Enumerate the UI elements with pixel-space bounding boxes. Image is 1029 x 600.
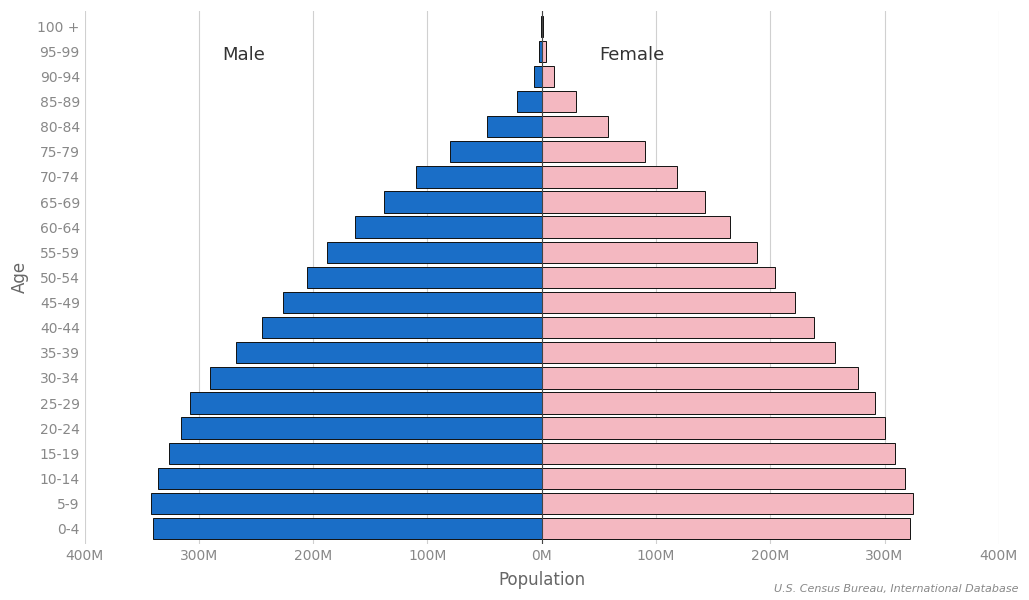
Bar <box>541 191 705 213</box>
Bar <box>541 367 858 389</box>
Bar <box>236 342 541 364</box>
Bar <box>261 317 541 338</box>
Y-axis label: Age: Age <box>11 262 29 293</box>
X-axis label: Population: Population <box>498 571 586 589</box>
Bar <box>284 292 541 313</box>
Bar <box>541 141 644 163</box>
Bar <box>517 91 541 112</box>
Bar <box>308 267 541 288</box>
Bar <box>541 317 814 338</box>
Bar <box>451 141 541 163</box>
Bar <box>541 292 795 313</box>
Bar <box>541 493 913 514</box>
Bar <box>541 166 676 188</box>
Bar <box>327 242 541 263</box>
Bar <box>541 342 836 364</box>
Bar <box>541 41 545 62</box>
Bar <box>189 392 541 413</box>
Bar <box>541 418 885 439</box>
Bar <box>534 66 541 87</box>
Bar <box>153 518 541 539</box>
Bar <box>541 242 756 263</box>
Bar <box>355 217 541 238</box>
Bar <box>541 443 895 464</box>
Text: Female: Female <box>599 46 664 64</box>
Bar <box>157 468 541 489</box>
Bar <box>541 392 876 413</box>
Bar <box>416 166 541 188</box>
Bar <box>541 267 775 288</box>
Bar <box>487 116 541 137</box>
Bar <box>181 418 541 439</box>
Bar <box>541 116 608 137</box>
Bar <box>541 468 906 489</box>
Bar <box>151 493 541 514</box>
Bar <box>541 66 555 87</box>
Bar <box>384 191 541 213</box>
Bar <box>541 217 731 238</box>
Bar <box>539 41 541 62</box>
Bar <box>210 367 541 389</box>
Bar <box>169 443 541 464</box>
Bar <box>541 518 910 539</box>
Text: U.S. Census Bureau, International Database: U.S. Census Bureau, International Databa… <box>774 584 1019 594</box>
Bar <box>541 91 576 112</box>
Text: Male: Male <box>222 46 264 64</box>
